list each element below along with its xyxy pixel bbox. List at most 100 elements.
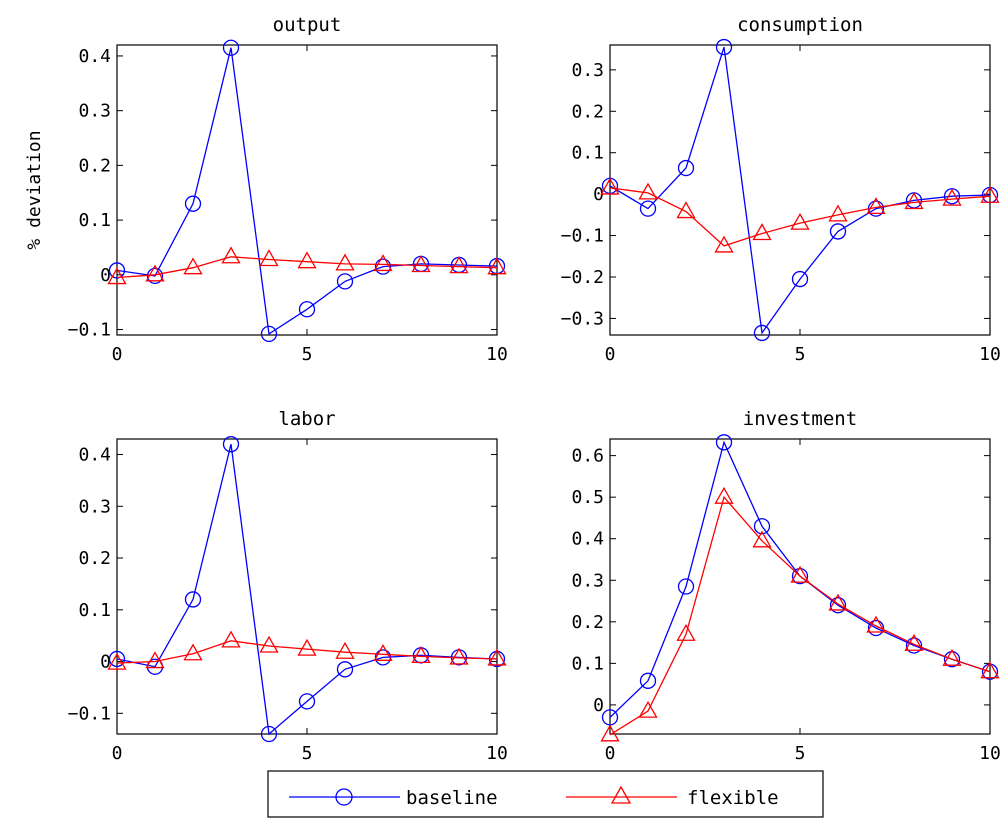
series-line-baseline-output bbox=[116, 47, 498, 336]
y-tick-label-consumption: −0.3 bbox=[561, 308, 604, 329]
point-flexible-consumption bbox=[980, 185, 1000, 203]
legend-marker-baseline bbox=[335, 788, 353, 806]
point-flexible-labor bbox=[335, 641, 355, 659]
point-flexible-investment bbox=[942, 648, 962, 666]
y-tick-label-investment: 0.2 bbox=[571, 612, 604, 633]
y-tick-label-output: 0.2 bbox=[78, 155, 111, 176]
x-tick-label-investment: 10 bbox=[979, 743, 1001, 764]
legend: baseline flexible bbox=[267, 770, 824, 818]
point-flexible-investment bbox=[866, 615, 886, 633]
series-line-flexible-consumption bbox=[609, 187, 991, 247]
y-tick-label-consumption: 0 bbox=[593, 184, 604, 205]
point-flexible-consumption bbox=[752, 223, 772, 241]
y-tick-label-labor: 0.1 bbox=[78, 600, 111, 621]
series-line-flexible-investment bbox=[609, 495, 991, 736]
point-flexible-labor bbox=[373, 643, 393, 661]
y-tick-label-investment: 0.6 bbox=[571, 446, 604, 467]
point-flexible-investment bbox=[676, 623, 696, 641]
point-flexible-output bbox=[449, 256, 469, 274]
y-tick-label-output: 0 bbox=[100, 265, 111, 286]
y-tick-label-labor: 0.4 bbox=[78, 445, 111, 466]
chart-title-consumption: consumption bbox=[737, 14, 863, 36]
point-baseline-output bbox=[374, 258, 392, 275]
point-baseline-labor bbox=[260, 725, 278, 743]
legend-label-flexible: flexible bbox=[687, 787, 779, 809]
x-tick-label-consumption: 10 bbox=[979, 344, 1001, 365]
y-tick-label-consumption: 0.1 bbox=[571, 143, 604, 164]
point-baseline-investment bbox=[715, 434, 733, 451]
x-tick-label-investment: 5 bbox=[795, 743, 806, 764]
point-flexible-output bbox=[335, 253, 355, 271]
legend-box bbox=[267, 770, 824, 818]
x-tick-label-output: 10 bbox=[486, 344, 508, 365]
y-tick-label-output: 0.3 bbox=[78, 101, 111, 122]
legend-marker-flexible bbox=[610, 785, 632, 804]
point-baseline-consumption bbox=[677, 159, 695, 177]
point-flexible-consumption bbox=[866, 197, 886, 215]
point-baseline-output bbox=[108, 262, 126, 279]
point-baseline-investment bbox=[829, 597, 847, 614]
y-tick-label-output: −0.1 bbox=[68, 320, 111, 341]
point-baseline-investment bbox=[791, 567, 809, 585]
point-flexible-labor bbox=[145, 651, 165, 669]
point-flexible-labor bbox=[183, 643, 203, 661]
point-flexible-labor bbox=[449, 647, 469, 665]
chart-title-labor: labor bbox=[278, 408, 335, 430]
point-flexible-output bbox=[373, 254, 393, 272]
point-flexible-labor bbox=[411, 646, 431, 664]
point-flexible-labor bbox=[107, 652, 127, 670]
x-tick-label-labor: 10 bbox=[486, 743, 508, 764]
y-tick-label-consumption: −0.2 bbox=[561, 267, 604, 288]
series-line-flexible-labor bbox=[116, 640, 498, 664]
chart-title-investment: investment bbox=[743, 408, 857, 430]
legend-label-baseline: baseline bbox=[406, 787, 498, 809]
y-tick-label-investment: 0.5 bbox=[571, 487, 604, 508]
panel-investment: investment 0 5 10 0 0.1 0.2 0.3 0.4 0.5 0.6 bbox=[571, 408, 1000, 764]
point-flexible-output bbox=[411, 255, 431, 273]
point-flexible-output bbox=[107, 267, 127, 285]
point-flexible-consumption bbox=[714, 235, 734, 253]
y-tick-label-labor: 0.3 bbox=[78, 496, 111, 517]
point-baseline-investment bbox=[905, 637, 923, 654]
series-line-flexible-output bbox=[116, 256, 498, 279]
y-tick-label-investment: 0.1 bbox=[571, 653, 604, 674]
point-flexible-consumption bbox=[600, 177, 620, 195]
point-flexible-consumption bbox=[904, 192, 924, 210]
x-tick-label-output: 5 bbox=[302, 344, 313, 365]
series-line-baseline-consumption bbox=[609, 46, 991, 335]
y-tick-label-consumption: 0.3 bbox=[571, 60, 604, 81]
point-flexible-output bbox=[221, 246, 241, 264]
point-flexible-labor bbox=[221, 630, 241, 648]
point-flexible-consumption bbox=[638, 182, 658, 200]
x-tick-label-consumption: 0 bbox=[605, 344, 616, 365]
point-baseline-consumption bbox=[715, 38, 733, 56]
y-tick-label-labor: −0.1 bbox=[68, 703, 111, 724]
panel-consumption: consumption 0 5 10 −0.3 −0.2 −0.1 0 0.1 0.2 0.3 bbox=[561, 14, 1001, 365]
point-baseline-investment bbox=[867, 619, 885, 637]
point-flexible-consumption bbox=[676, 201, 696, 219]
point-flexible-consumption bbox=[790, 212, 810, 230]
point-flexible-output bbox=[259, 249, 279, 267]
point-baseline-consumption bbox=[639, 200, 657, 217]
point-flexible-investment bbox=[904, 633, 924, 651]
point-flexible-investment bbox=[638, 700, 658, 718]
point-flexible-consumption bbox=[828, 204, 848, 222]
y-tick-label-labor: 0 bbox=[100, 652, 111, 673]
point-baseline-consumption bbox=[753, 324, 771, 342]
point-baseline-investment bbox=[943, 651, 961, 668]
point-baseline-investment bbox=[753, 518, 771, 535]
point-baseline-output bbox=[298, 301, 316, 318]
point-baseline-labor bbox=[222, 436, 240, 453]
point-baseline-investment bbox=[639, 672, 657, 689]
point-flexible-investment bbox=[600, 724, 620, 742]
point-baseline-labor bbox=[184, 591, 202, 608]
point-baseline-labor bbox=[336, 661, 354, 678]
y-tick-label-labor: 0.2 bbox=[78, 548, 111, 569]
x-tick-label-output: 0 bbox=[112, 344, 123, 365]
point-flexible-output bbox=[297, 251, 317, 269]
point-flexible-investment bbox=[752, 530, 772, 548]
x-tick-label-consumption: 5 bbox=[795, 344, 806, 365]
